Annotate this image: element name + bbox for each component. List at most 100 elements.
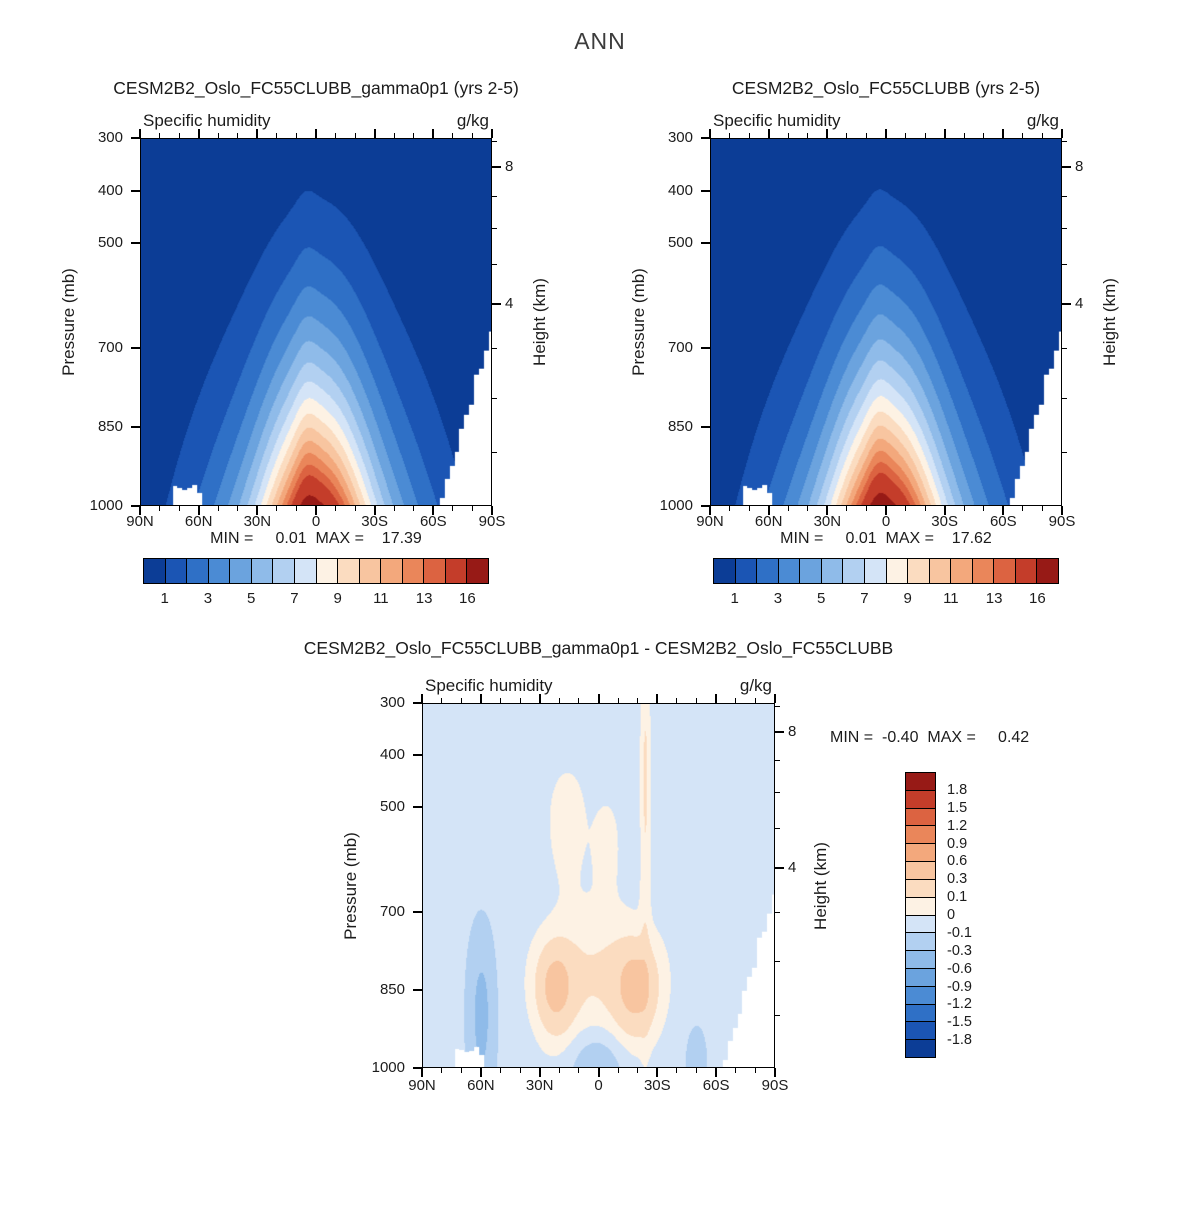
height-tick-label: 8 xyxy=(505,158,514,176)
colorbar-tick-label: -0.6 xyxy=(947,960,972,977)
axis-tick xyxy=(1062,195,1067,197)
colorbar-tick-label: 0.3 xyxy=(947,871,968,888)
axis-tick xyxy=(131,426,140,429)
units-label: g/kg xyxy=(739,676,772,695)
axis-tick xyxy=(748,506,750,511)
axis-tick xyxy=(807,506,809,511)
axis-tick xyxy=(276,506,278,511)
lat-tick-label: 90S xyxy=(1048,513,1076,530)
axis-tick xyxy=(943,129,946,138)
axis-tick xyxy=(131,347,140,350)
axis-tick xyxy=(413,754,422,757)
colorbar-cell xyxy=(380,559,402,583)
panel-title: CESM2B2_Oslo_FC55CLUBB_gamma0p1 (yrs 2-5… xyxy=(113,78,519,98)
colorbar-tick-label: 0.9 xyxy=(947,835,968,852)
axis-tick xyxy=(617,698,619,703)
axis-tick xyxy=(432,506,435,515)
axis-tick xyxy=(775,792,780,794)
contour-field-canvas xyxy=(711,139,1061,505)
axis-tick xyxy=(131,189,140,192)
colorbar-cell xyxy=(906,807,935,826)
colorbar-cell xyxy=(906,789,935,808)
colorbar-cell xyxy=(820,559,843,583)
axis-tick xyxy=(139,506,141,515)
axis-tick xyxy=(924,506,926,511)
colorbar-cell xyxy=(777,559,800,583)
axis-tick xyxy=(729,133,731,138)
axis-tick xyxy=(676,1068,678,1073)
colorbar-tick-label: 0.6 xyxy=(947,853,968,870)
axis-tick xyxy=(373,129,376,138)
colorbar-cell xyxy=(906,914,935,933)
height-tick-label: 8 xyxy=(788,723,797,741)
lat-tick-label: 30S xyxy=(643,1077,671,1094)
contour-field-canvas xyxy=(423,704,774,1067)
colorbar-tick-label: 1.2 xyxy=(947,817,968,834)
colorbar-cell xyxy=(906,1003,935,1022)
axis-tick xyxy=(492,141,497,143)
axis-tick xyxy=(701,347,710,350)
colorbar-tick-label: -1.5 xyxy=(947,1014,972,1031)
min-max-stats: MIN = 0.01 MAX = 17.39 xyxy=(210,530,422,547)
axis-tick xyxy=(217,133,219,138)
axis-tick xyxy=(696,698,698,703)
axis-tick xyxy=(701,426,710,429)
axis-tick xyxy=(492,303,501,306)
axis-tick xyxy=(413,702,422,704)
colorbar-tick-label: 9 xyxy=(903,590,912,607)
colorbar-tick-label: 13 xyxy=(985,590,1003,607)
colorbar-tick-label: -0.3 xyxy=(947,942,972,959)
lat-tick-label: 60N xyxy=(754,513,783,530)
axis-tick xyxy=(924,133,926,138)
colorbar-tick-label: -1.8 xyxy=(947,1032,972,1049)
min-max-stats: MIN = -0.40 MAX = 0.42 xyxy=(830,729,1030,746)
axis-tick xyxy=(413,988,422,991)
axis-tick xyxy=(178,506,180,511)
pressure-tick-label: 400 xyxy=(667,181,693,199)
lat-tick-label: 60S xyxy=(989,513,1017,530)
contour-plot-area xyxy=(422,703,775,1068)
axis-tick xyxy=(885,506,887,515)
lat-tick-label: 30N xyxy=(525,1077,554,1094)
axis-tick xyxy=(775,867,784,869)
axis-tick xyxy=(1062,263,1067,265)
axis-tick xyxy=(709,506,711,515)
axis-tick xyxy=(471,133,473,138)
height-axis-title: Height (km) xyxy=(811,841,830,930)
axis-tick xyxy=(826,506,829,515)
colorbar xyxy=(905,772,936,1058)
axis-tick xyxy=(131,505,140,507)
colorbar-cell xyxy=(229,559,251,583)
colorbar-tick-label: 1.8 xyxy=(947,781,968,798)
pressure-tick-label: 1000 xyxy=(371,1059,405,1076)
colorbar-tick-label: 1.5 xyxy=(947,799,968,816)
axis-tick xyxy=(256,129,259,138)
colorbar-cell xyxy=(293,559,316,583)
colorbar-tick-label: 1 xyxy=(160,590,169,607)
lat-tick-label: 30N xyxy=(813,513,842,530)
pressure-tick-label: 1000 xyxy=(659,497,693,514)
axis-tick xyxy=(499,698,501,703)
colorbar-tick-label: 9 xyxy=(333,590,342,607)
axis-tick xyxy=(197,129,200,138)
colorbar-cell xyxy=(906,1021,935,1040)
axis-tick xyxy=(963,133,965,138)
axis-tick xyxy=(578,1068,580,1073)
contour-plot-area xyxy=(710,138,1062,506)
axis-tick xyxy=(441,1068,443,1073)
colorbar-tick-label: 0 xyxy=(947,907,956,923)
axis-tick xyxy=(491,506,493,515)
axis-tick xyxy=(1062,303,1071,306)
lat-tick-label: 90N xyxy=(696,513,724,530)
colorbar xyxy=(143,558,489,584)
colorbar-tick-label: 7 xyxy=(290,590,299,607)
axis-tick xyxy=(413,506,415,511)
axis-tick xyxy=(1002,506,1005,515)
colorbar-cell xyxy=(423,559,445,583)
lat-tick-label: 60S xyxy=(419,513,447,530)
colorbar-tick-label: 13 xyxy=(415,590,433,607)
colorbar-cell xyxy=(842,559,864,583)
colorbar-cell xyxy=(444,559,467,583)
axis-tick xyxy=(276,133,278,138)
pressure-tick-label: 500 xyxy=(379,798,405,816)
